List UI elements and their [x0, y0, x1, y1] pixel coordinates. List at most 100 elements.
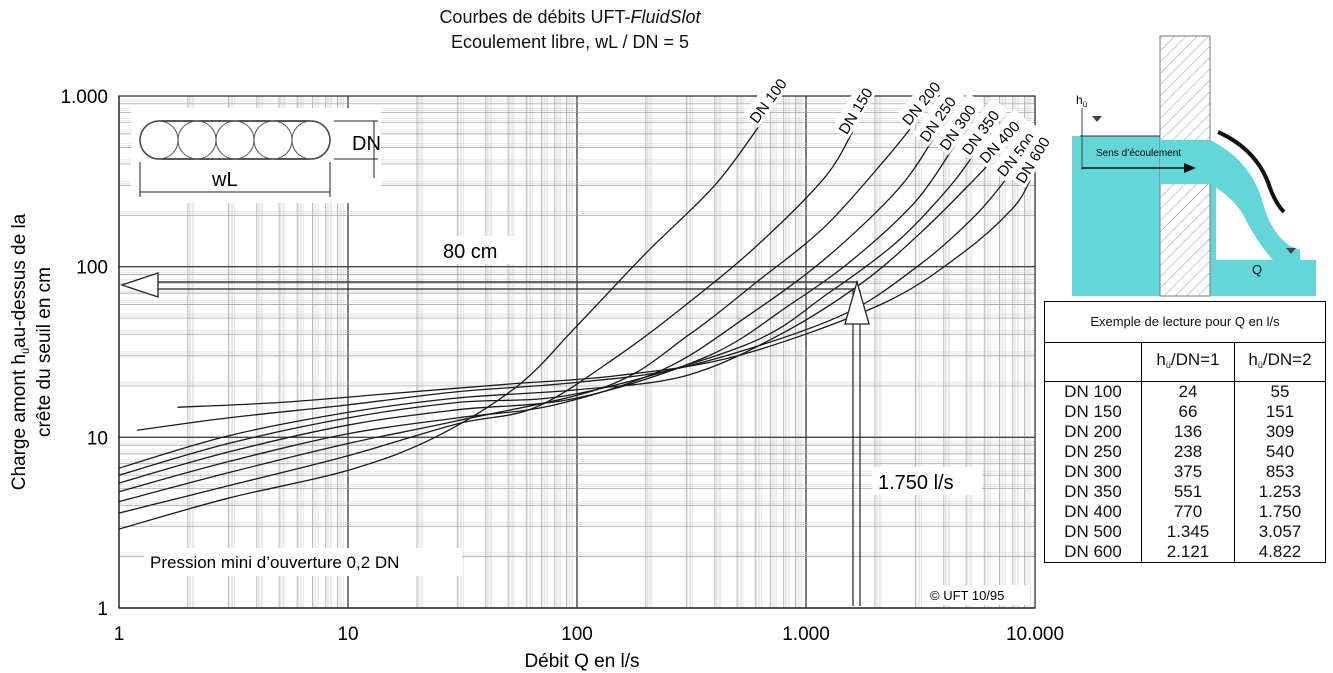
- y-label-part-a: Charge amont h: [9, 354, 30, 490]
- table-row: DN 500 1.345 3.057: [1044, 522, 1326, 542]
- table-cell: 238: [1141, 442, 1235, 462]
- inset-wl-label: wL: [211, 169, 238, 191]
- slot-inset: DN wL: [131, 108, 381, 203]
- y-tick-label: 100: [76, 258, 108, 279]
- curve-label-bg: [972, 108, 1030, 168]
- copyright-label: © UFT 10/95: [930, 588, 1004, 603]
- table-cell: DN 350: [1044, 482, 1142, 502]
- head-arrow-icon: [119, 272, 159, 298]
- table-cell: 309: [1234, 422, 1326, 442]
- title-text: Courbes de débits UFT-: [439, 7, 631, 27]
- x-tick-label: 10: [337, 624, 358, 645]
- table-row: DN 150 66 151: [1044, 402, 1326, 422]
- table-cell: 375: [1141, 462, 1235, 482]
- flow-diagram: hü Sens d’écoulement Q: [1070, 35, 1316, 297]
- x-tick-label: 10.000: [1006, 624, 1064, 645]
- x-tick-label: 1: [114, 624, 125, 645]
- curve-dn-100: [118, 119, 764, 530]
- table-row: DN 600 2.121 4.822: [1044, 542, 1326, 563]
- curve-label-bg: [1008, 124, 1058, 188]
- table-row: DN 400 770 1.750: [1044, 502, 1326, 522]
- table-header-col2: hü/DN=2: [1234, 342, 1326, 382]
- table-cell: 66: [1141, 402, 1235, 422]
- table-cell: 551: [1141, 482, 1235, 502]
- table-header-empty: [1044, 342, 1142, 382]
- curve-label-bg: [912, 84, 965, 147]
- title-product: FluidSlot: [630, 7, 701, 27]
- chart-title: Courbes de débits UFT-FluidSlot: [330, 6, 810, 29]
- reading-example: [119, 272, 870, 606]
- y-tick-label: 1: [97, 599, 108, 620]
- hu-label: hü: [1076, 93, 1087, 109]
- table-cell: DN 250: [1044, 442, 1142, 462]
- curve-dn-150: [118, 131, 854, 514]
- table-cell: 540: [1234, 442, 1326, 462]
- reading-example-table: Exemple de lecture pour Q en l/s hü/DN=1…: [1044, 301, 1326, 563]
- curve-label-bg: [954, 97, 1008, 160]
- slot-circles: [139, 120, 331, 160]
- y-axis-label-line1: Charge amont hüau-dessus de la: [9, 213, 32, 490]
- copyright-bg: [926, 585, 1030, 605]
- inset-background: [131, 108, 381, 203]
- x-axis-label: Débit Q en l/s: [524, 651, 639, 672]
- x-tick-label: 100: [561, 624, 593, 645]
- y-label-part-b: au-dessus de la: [9, 213, 30, 348]
- curve-dn-400: [118, 159, 993, 469]
- table-row: DN 250 238 540: [1044, 442, 1326, 462]
- outflow-jet: [1210, 140, 1300, 270]
- curve-label-bg: [989, 120, 1046, 182]
- flap-icon: [1217, 130, 1286, 214]
- min-pressure-label: Pression mini d’ouverture 0,2 DN: [150, 553, 399, 572]
- level-marker-icon: [1092, 116, 1102, 122]
- table-cell: DN 400: [1044, 502, 1142, 522]
- table-cell: 770: [1141, 502, 1235, 522]
- diagram-q-label: Q: [1252, 262, 1262, 277]
- table-row: DN 350 551 1.253: [1044, 482, 1326, 502]
- x-tick-label: 1.000: [782, 624, 830, 645]
- table-caption: Exemple de lecture pour Q en l/s: [1044, 301, 1326, 343]
- curve-label-bg: [742, 66, 796, 128]
- downstream-water: [1216, 260, 1316, 296]
- curve-dn-300: [118, 147, 954, 484]
- table-cell: DN 150: [1044, 402, 1142, 422]
- table-cell: DN 300: [1044, 462, 1142, 482]
- curve-dn-500: [137, 173, 1011, 431]
- curve-label-bg: [831, 75, 881, 139]
- table-row: DN 200 136 309: [1044, 422, 1326, 442]
- table-body: DN 100 24 55 DN 150 66 151 DN 200 136 309 DN 250 2…: [1044, 381, 1326, 563]
- axis-ticks: 1 10 100 1.000 10.000 1.000 100 10 1: [60, 87, 1064, 645]
- curve-dn-600: [177, 180, 1031, 408]
- table-cell: 55: [1234, 381, 1326, 402]
- upstream-water: [1072, 136, 1172, 296]
- table-cell: 2.121: [1141, 542, 1235, 563]
- table-cell: DN 100: [1044, 381, 1142, 402]
- table-cell: 1.253: [1234, 482, 1326, 502]
- pressure-label-bg: [144, 548, 462, 576]
- table-header-col1: hü/DN=1: [1141, 342, 1235, 382]
- table-row: DN 300 375 853: [1044, 462, 1326, 482]
- curve-dn-200: [118, 122, 916, 503]
- wall-opening: [1160, 140, 1210, 184]
- slot-circle: [291, 120, 331, 160]
- inset-dn-label: DN: [352, 133, 381, 155]
- curve-dn-250: [118, 138, 934, 493]
- flow-direction-label: Sens d’écoulement: [1096, 148, 1181, 159]
- head-80-label: 80 cm: [443, 241, 497, 263]
- table-cell: 853: [1234, 462, 1326, 482]
- y-axis-label-line2: crête du seuil en cm: [34, 267, 55, 437]
- head-label-bg: [438, 236, 516, 264]
- table-cell: DN 600: [1044, 542, 1142, 563]
- table-cell: 24: [1141, 381, 1235, 402]
- table-cell: 3.057: [1234, 522, 1326, 542]
- plot-frame: [118, 95, 1036, 609]
- flow-1750-label: 1.750 l/s: [878, 472, 954, 494]
- table-cell: DN 500: [1044, 522, 1142, 542]
- y-tick-label: 10: [87, 428, 108, 449]
- table-cell: 4.822: [1234, 542, 1326, 563]
- downstream-level-icon: [1286, 248, 1296, 254]
- curve-label-bg: [932, 92, 985, 155]
- y-label-sub: ü: [20, 348, 32, 354]
- table-cell: 136: [1141, 422, 1235, 442]
